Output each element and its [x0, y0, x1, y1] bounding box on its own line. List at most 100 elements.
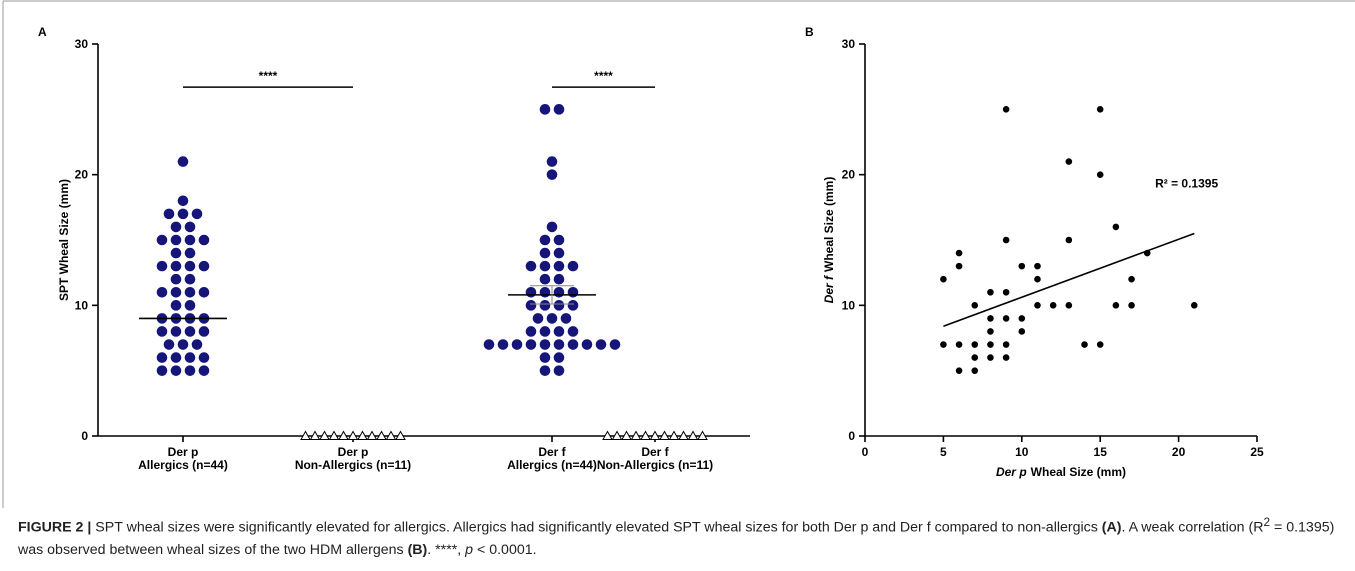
point: [659, 430, 670, 440]
point: [525, 326, 537, 337]
panel-label: A: [38, 25, 47, 39]
figure: 0 10 20 30 A SPT Wheal Size (mm) Der p Allergic…: [2, 0, 1355, 508]
x-tick-label: Non-Allergics (n=11): [295, 458, 411, 472]
y-axis-label: SPT Wheal Size (mm): [57, 179, 71, 301]
point: [170, 247, 182, 259]
point: [1049, 302, 1057, 309]
point: [1096, 106, 1104, 113]
regression-line: [943, 232, 1195, 327]
x-axis-label-text: Wheal Size (mm): [1031, 465, 1126, 479]
point: [357, 430, 368, 440]
point: [198, 326, 210, 337]
point: [170, 273, 182, 285]
caption-text: . A weak correlation (R: [1121, 519, 1264, 536]
point: [553, 365, 565, 376]
point: [170, 326, 182, 337]
point: [191, 208, 203, 220]
x-tick-label: Allergics (n=44): [138, 458, 228, 472]
point: [184, 365, 196, 376]
point: [1034, 262, 1041, 270]
point: [581, 339, 593, 350]
point: [567, 339, 579, 350]
y-tick-label: 30: [842, 37, 856, 51]
point: [163, 208, 175, 220]
point: [1002, 315, 1010, 322]
point: [191, 339, 203, 350]
point: [567, 260, 579, 272]
x-tick-label: Der p: [338, 445, 369, 459]
point: [1128, 302, 1135, 309]
point: [987, 341, 994, 348]
point: [553, 104, 565, 115]
point: [546, 221, 558, 233]
point: [560, 313, 572, 324]
point: [198, 365, 210, 376]
point: [184, 300, 196, 311]
point: [309, 430, 321, 440]
point: [955, 367, 963, 374]
point: [1018, 328, 1026, 335]
point: [553, 260, 565, 272]
y-tick-label: 0: [81, 429, 88, 443]
y-axis-label-em: Der f: [822, 275, 836, 303]
point: [553, 352, 565, 363]
point: [987, 288, 994, 296]
point: [319, 430, 330, 440]
significance-label: ****: [259, 69, 278, 83]
point: [1002, 354, 1010, 361]
point: [497, 339, 509, 350]
point: [177, 339, 189, 350]
significance-label: ****: [594, 69, 613, 83]
caption-ref: (A): [1101, 519, 1122, 536]
y-tick-label: 30: [75, 37, 89, 51]
point: [1112, 302, 1120, 309]
x-tick-label: 20: [1172, 445, 1186, 459]
y-tick-label: 10: [75, 298, 89, 312]
point: [971, 341, 979, 348]
point: [1128, 275, 1135, 283]
point: [630, 430, 642, 440]
point: [553, 326, 565, 337]
point: [156, 352, 168, 363]
point: [640, 430, 651, 440]
point: [987, 315, 994, 322]
point: [1065, 302, 1073, 309]
point: [553, 234, 565, 246]
point: [1065, 236, 1073, 244]
point: [553, 247, 565, 259]
x-tick-label: 5: [940, 445, 947, 459]
point: [1096, 341, 1104, 348]
point: [1018, 315, 1026, 322]
r-squared: R² = 0.1395: [1155, 177, 1218, 191]
point: [156, 365, 168, 376]
point: [1002, 288, 1010, 296]
point: [156, 260, 168, 272]
point: [546, 169, 558, 180]
panel-label: B: [805, 25, 814, 39]
caption-ref: (B): [407, 541, 428, 558]
point: [539, 300, 551, 311]
point: [539, 286, 551, 298]
caption: FIGURE 2 | SPT wheal sizes were signific…: [18, 511, 1343, 561]
point: [177, 156, 189, 167]
point: [1081, 341, 1088, 348]
point: [987, 328, 994, 335]
x-tick-label: Non-Allergics (n=11): [597, 458, 713, 472]
point: [366, 430, 378, 440]
point: [546, 313, 558, 324]
point: [649, 430, 661, 440]
point: [553, 300, 565, 311]
point: [539, 352, 551, 363]
point: [609, 339, 621, 350]
x-tick-label: Allergics (n=44): [507, 458, 597, 472]
point: [177, 208, 189, 220]
point: [156, 286, 168, 298]
y-tick-label: 10: [842, 298, 856, 312]
caption-text: SPT wheal sizes were significantly eleva…: [95, 519, 1098, 536]
x-tick-label: Der f: [641, 445, 669, 459]
point: [955, 262, 963, 270]
point: [184, 352, 196, 363]
point: [1018, 262, 1026, 270]
point: [539, 104, 551, 115]
